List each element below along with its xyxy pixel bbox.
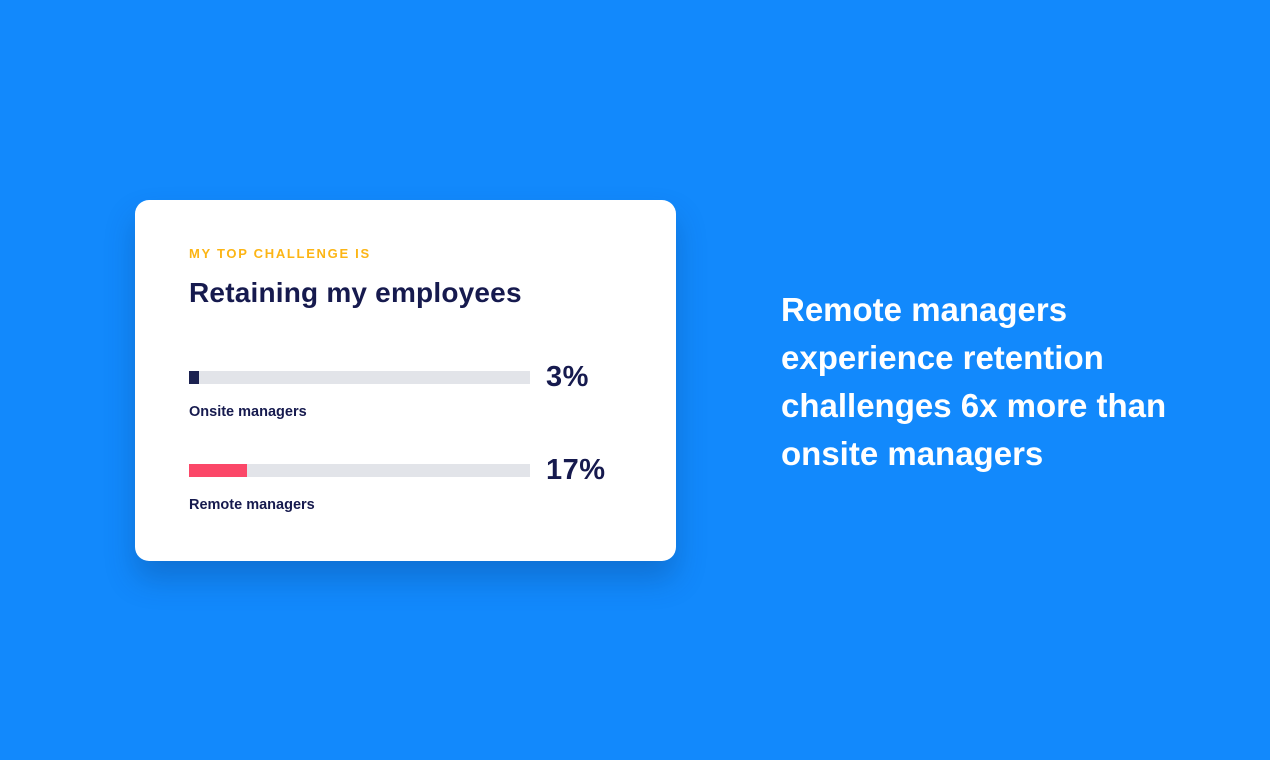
- onsite-bar-line: 3%: [189, 361, 622, 394]
- headline-text: Remote managers experience retention cha…: [781, 291, 1167, 472]
- onsite-bar-label: Onsite managers: [189, 404, 307, 420]
- remote-bar-value: 17%: [546, 454, 606, 486]
- onsite-bar-value: 3%: [546, 361, 589, 393]
- onsite-bar-track: [189, 371, 530, 384]
- bar-row-remote: 17% Remote managers: [189, 454, 622, 513]
- card-title: Retaining my employees: [189, 277, 522, 308]
- remote-bar-fill: [189, 464, 247, 477]
- remote-bar-line: 17%: [189, 454, 622, 487]
- stat-card: MY TOP CHALLENGE IS Retaining my employe…: [135, 200, 676, 561]
- remote-bar-label: Remote managers: [189, 497, 315, 513]
- onsite-bar-fill: [189, 371, 200, 384]
- card-eyebrow: MY TOP CHALLENGE IS: [189, 246, 371, 261]
- bar-chart: 3% Onsite managers 17% Remote managers: [189, 361, 622, 513]
- bar-row-onsite: 3% Onsite managers: [189, 361, 622, 420]
- remote-bar-track: [189, 464, 530, 477]
